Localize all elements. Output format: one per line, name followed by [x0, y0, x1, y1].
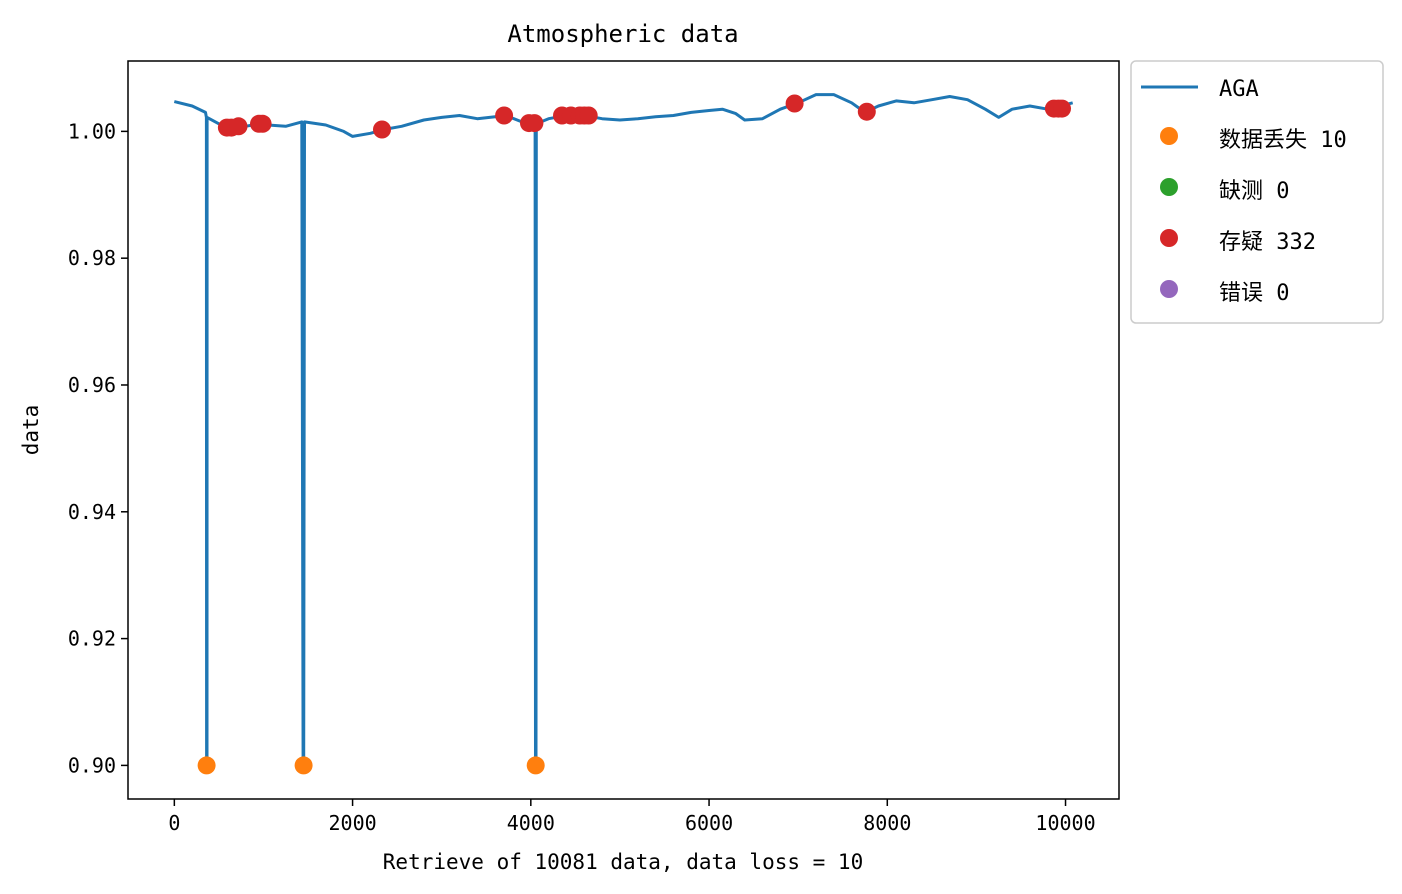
series-3-point-8	[525, 114, 544, 133]
x-tick-label-1: 2000	[328, 811, 376, 835]
series-3-point-5	[373, 120, 391, 139]
y-tick-label-3: 0.96	[68, 373, 116, 397]
legend-label-2: 缺测 0	[1219, 179, 1290, 204]
series-1-point-0	[197, 756, 216, 775]
y-tick-label-2: 0.94	[68, 500, 116, 524]
x-tick-label-2: 4000	[507, 811, 555, 835]
x-axis: 0 2000 4000 6000 8000 10000	[168, 799, 1096, 835]
legend-label-3: 存疑 332	[1219, 230, 1316, 255]
x-tick-label-0: 0	[168, 811, 180, 835]
series-3-point-13	[579, 106, 598, 125]
series-3-point-4	[253, 114, 272, 133]
legend-label-0: AGA	[1219, 77, 1259, 102]
series-3-point-6	[495, 106, 514, 125]
y-tick-label-0: 0.90	[68, 753, 116, 777]
legend: AGA 数据丢失 10 缺测 0 存疑 332 错误 0	[1130, 60, 1384, 324]
x-tick-label-5: 10000	[1035, 811, 1095, 835]
legend-marker-swatch-3	[1160, 229, 1178, 247]
legend-box	[1130, 60, 1384, 324]
series-1-point-2	[526, 756, 545, 775]
series-3-point-14	[785, 94, 804, 113]
legend-marker-swatch-1	[1160, 127, 1178, 145]
series-3-point-2	[229, 117, 248, 136]
series-3-point-15	[857, 102, 876, 121]
series-3-point-18	[1053, 99, 1071, 118]
series-1-point-1	[294, 756, 313, 775]
y-tick-label-4: 0.98	[68, 246, 116, 270]
series-line-0	[173, 93, 1074, 767]
y-axis-label: data	[19, 405, 43, 456]
chart-title: Atmospheric data	[507, 20, 738, 48]
axes-frame	[127, 60, 1120, 800]
legend-marker-swatch-4	[1160, 280, 1178, 298]
x-tick-label-3: 6000	[685, 811, 733, 835]
x-axis-label: Retrieve of 10081 data, data loss = 10	[383, 850, 863, 874]
y-tick-label-5: 1.00	[68, 119, 116, 143]
legend-marker-swatch-2	[1160, 178, 1178, 196]
y-tick-label-1: 0.92	[68, 627, 116, 651]
x-tick-label-4: 8000	[863, 811, 911, 835]
legend-label-1: 数据丢失 10	[1219, 128, 1347, 153]
legend-label-4: 错误 0	[1219, 281, 1290, 306]
y-axis: 0.90 0.92 0.94 0.96 0.98 1.00	[68, 119, 128, 777]
plot-area	[173, 93, 1074, 775]
